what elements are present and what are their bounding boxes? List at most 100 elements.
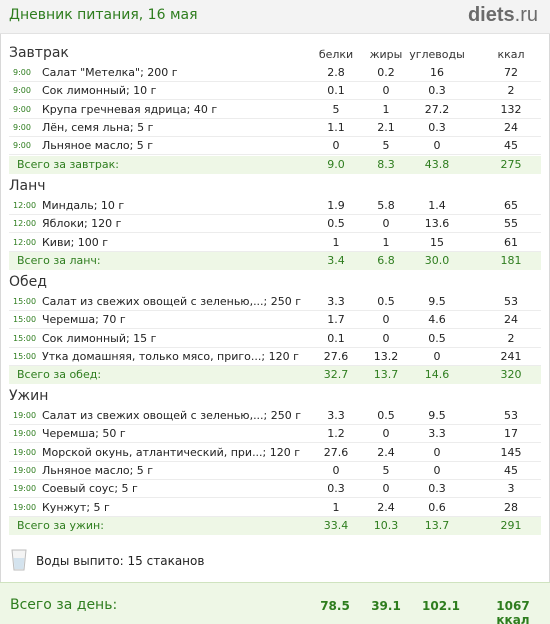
food-name[interactable]: Салат из свежих овощей с зеленью,...; 25…	[42, 409, 302, 422]
food-row[interactable]: 9:00 Салат "Метелка"; 200 г 2.8 0.2 16 72	[9, 64, 541, 82]
food-name[interactable]: Лён, семя льна; 5 г	[42, 120, 154, 134]
meal-total-label: Всего за ланч:	[17, 253, 101, 267]
food-name[interactable]: Салат "Метелка"; 200 г	[42, 66, 178, 79]
carbs-value: 3.3	[428, 427, 446, 441]
total-protein: 33.4	[323, 518, 349, 532]
meal-total-row: Всего за завтрак: 9.0 8.3 43.8 275	[9, 155, 541, 174]
day-total: Всего за день: 78.5 39.1 102.1 1067 ккал	[0, 582, 550, 624]
food-name[interactable]: Морской окунь, атлантический, при...; 12…	[42, 445, 301, 459]
food-name[interactable]: Салат из свежих овощей с зеленью,...; 25…	[42, 295, 302, 308]
food-row[interactable]: 19:00 Салат из свежих овощей с зеленью,..…	[9, 407, 541, 425]
column-header-kcal: ккал	[497, 48, 525, 61]
meal-total-label: Всего за обед:	[17, 368, 102, 382]
fat-value: 1	[382, 102, 390, 116]
fat-value: 0	[382, 313, 390, 327]
meal-total-row: Всего за ланч: 3.4 6.8 30.0 181	[9, 251, 541, 270]
food-row[interactable]: 9:00 Льняное масло; 5 г 0 5 0 45	[9, 137, 541, 156]
carbs-value: 0.3	[428, 84, 446, 98]
food-row[interactable]: 19:00 Черемша; 50 г 1.2 0 3.3 17	[9, 425, 541, 444]
day-total-label: Всего за день:	[10, 597, 118, 613]
time-label: 12:00	[13, 237, 37, 247]
food-name[interactable]: Утка домашняя, только мясо, приго...; 12…	[42, 349, 299, 363]
carbs-value: 9.5	[428, 295, 446, 308]
fat-value: 0	[382, 84, 390, 98]
kcal-value: 45	[504, 139, 518, 153]
food-row[interactable]: 9:00 Лён, семя льна; 5 г 1.1 2.1 0.3 24	[9, 119, 541, 137]
total-fat: 8.3	[377, 157, 395, 171]
site-logo[interactable]: diets.ru	[468, 4, 538, 27]
food-row[interactable]: 19:00 Льняное масло; 5 г 0 5 0 45	[9, 462, 541, 480]
time-label: 9:00	[13, 68, 31, 77]
food-name[interactable]: Сок лимонный; 15 г	[42, 331, 157, 345]
day-total-protein: 78.5	[320, 599, 350, 613]
fat-value: 0	[382, 427, 390, 441]
time-label: 9:00	[13, 122, 31, 132]
fat-value: 13.2	[373, 349, 399, 363]
column-header-carbs: углеводы	[409, 48, 465, 61]
total-protein: 3.4	[327, 253, 345, 267]
logo-tld: .ru	[514, 4, 538, 26]
food-name[interactable]: Льняное масло; 5 г	[42, 139, 154, 153]
time-label: 19:00	[13, 502, 37, 512]
kcal-value: 2	[507, 331, 515, 345]
kcal-value: 61	[504, 235, 518, 249]
fat-value: 5	[382, 139, 390, 153]
protein-value: 0.3	[327, 482, 345, 496]
food-row[interactable]: 9:00 Сок лимонный; 10 г 0.1 0 0.3 2	[9, 82, 541, 101]
food-row[interactable]: 15:00 Черемша; 70 г 1.7 0 4.6 24	[9, 311, 541, 330]
water-text: Воды выпито: 15 стаканов	[36, 554, 205, 568]
food-name[interactable]: Кунжут; 5 г	[42, 500, 110, 514]
food-name[interactable]: Яблоки; 120 г	[42, 217, 122, 231]
food-row[interactable]: 19:00 Соевый соус; 5 г 0.3 0 0.3 3	[9, 480, 541, 499]
food-row[interactable]: 15:00 Утка домашняя, только мясо, приго..…	[9, 348, 541, 366]
fat-value: 5	[382, 463, 390, 477]
fat-value: 2.1	[377, 120, 395, 134]
food-row[interactable]: 15:00 Сок лимонный; 15 г 0.1 0 0.5 2	[9, 330, 541, 348]
total-carbs: 43.8	[424, 157, 450, 171]
food-name[interactable]: Черемша; 50 г	[42, 427, 126, 441]
food-name[interactable]: Льняное масло; 5 г	[42, 463, 154, 477]
carbs-value: 0.6	[428, 500, 446, 514]
food-name[interactable]: Черемша; 70 г	[42, 313, 126, 327]
food-row[interactable]: 12:00 Яблоки; 120 г 0.5 0 13.6 55	[9, 215, 541, 234]
section-title: Обед	[9, 274, 47, 290]
fat-value: 0	[382, 217, 390, 231]
kcal-value: 145	[500, 445, 522, 459]
page-header: Дневник питания, 16 мая diets.ru	[0, 0, 550, 34]
carbs-value: 0	[433, 463, 441, 477]
protein-value: 0.5	[327, 217, 345, 231]
total-carbs: 13.7	[424, 518, 450, 532]
food-name[interactable]: Сок лимонный; 10 г	[42, 84, 157, 98]
time-label: 9:00	[13, 141, 31, 151]
protein-value: 0	[332, 139, 340, 153]
day-total-carbs: 102.1	[422, 599, 460, 613]
protein-value: 1.7	[327, 313, 345, 327]
food-name[interactable]: Соевый соус; 5 г	[42, 482, 138, 496]
meal-total-row: Всего за ужин: 33.4 10.3 13.7 291	[9, 516, 541, 535]
carbs-value: 0.3	[428, 120, 446, 134]
total-kcal: 275	[500, 157, 522, 171]
total-kcal: 320	[500, 368, 522, 382]
food-row[interactable]: 19:00 Кунжут; 5 г 1 2.4 0.6 28	[9, 499, 541, 517]
carbs-value: 27.2	[424, 102, 450, 116]
carbs-value: 4.6	[428, 313, 446, 327]
food-row[interactable]: 12:00 Киви; 100 г 1 1 15 61	[9, 234, 541, 252]
time-label: 19:00	[13, 465, 37, 475]
kcal-value: 17	[504, 427, 518, 441]
kcal-value: 28	[504, 500, 518, 514]
food-row[interactable]: 12:00 Миндаль; 10 г 1.9 5.8 1.4 65	[9, 197, 541, 215]
glass-icon	[11, 549, 27, 571]
food-row[interactable]: 15:00 Салат из свежих овощей с зеленью,..…	[9, 293, 541, 311]
food-name[interactable]: Крупа гречневая ядрица; 40 г	[42, 102, 218, 116]
meal-total-label: Всего за завтрак:	[17, 157, 120, 171]
food-name[interactable]: Киви; 100 г	[42, 235, 109, 249]
day-total-kcal: 1067 ккал	[496, 599, 530, 624]
carbs-value: 0	[433, 349, 441, 363]
logo-main: diets	[467, 4, 515, 26]
kcal-value: 72	[504, 66, 518, 79]
time-label: 15:00	[13, 333, 37, 343]
food-row[interactable]: 9:00 Крупа гречневая ядрица; 40 г 5 1 27.2 13…	[9, 101, 541, 119]
food-name[interactable]: Миндаль; 10 г	[42, 199, 125, 212]
time-label: 12:00	[13, 201, 37, 210]
food-row[interactable]: 19:00 Морской окунь, атлантический, при..…	[9, 444, 541, 462]
